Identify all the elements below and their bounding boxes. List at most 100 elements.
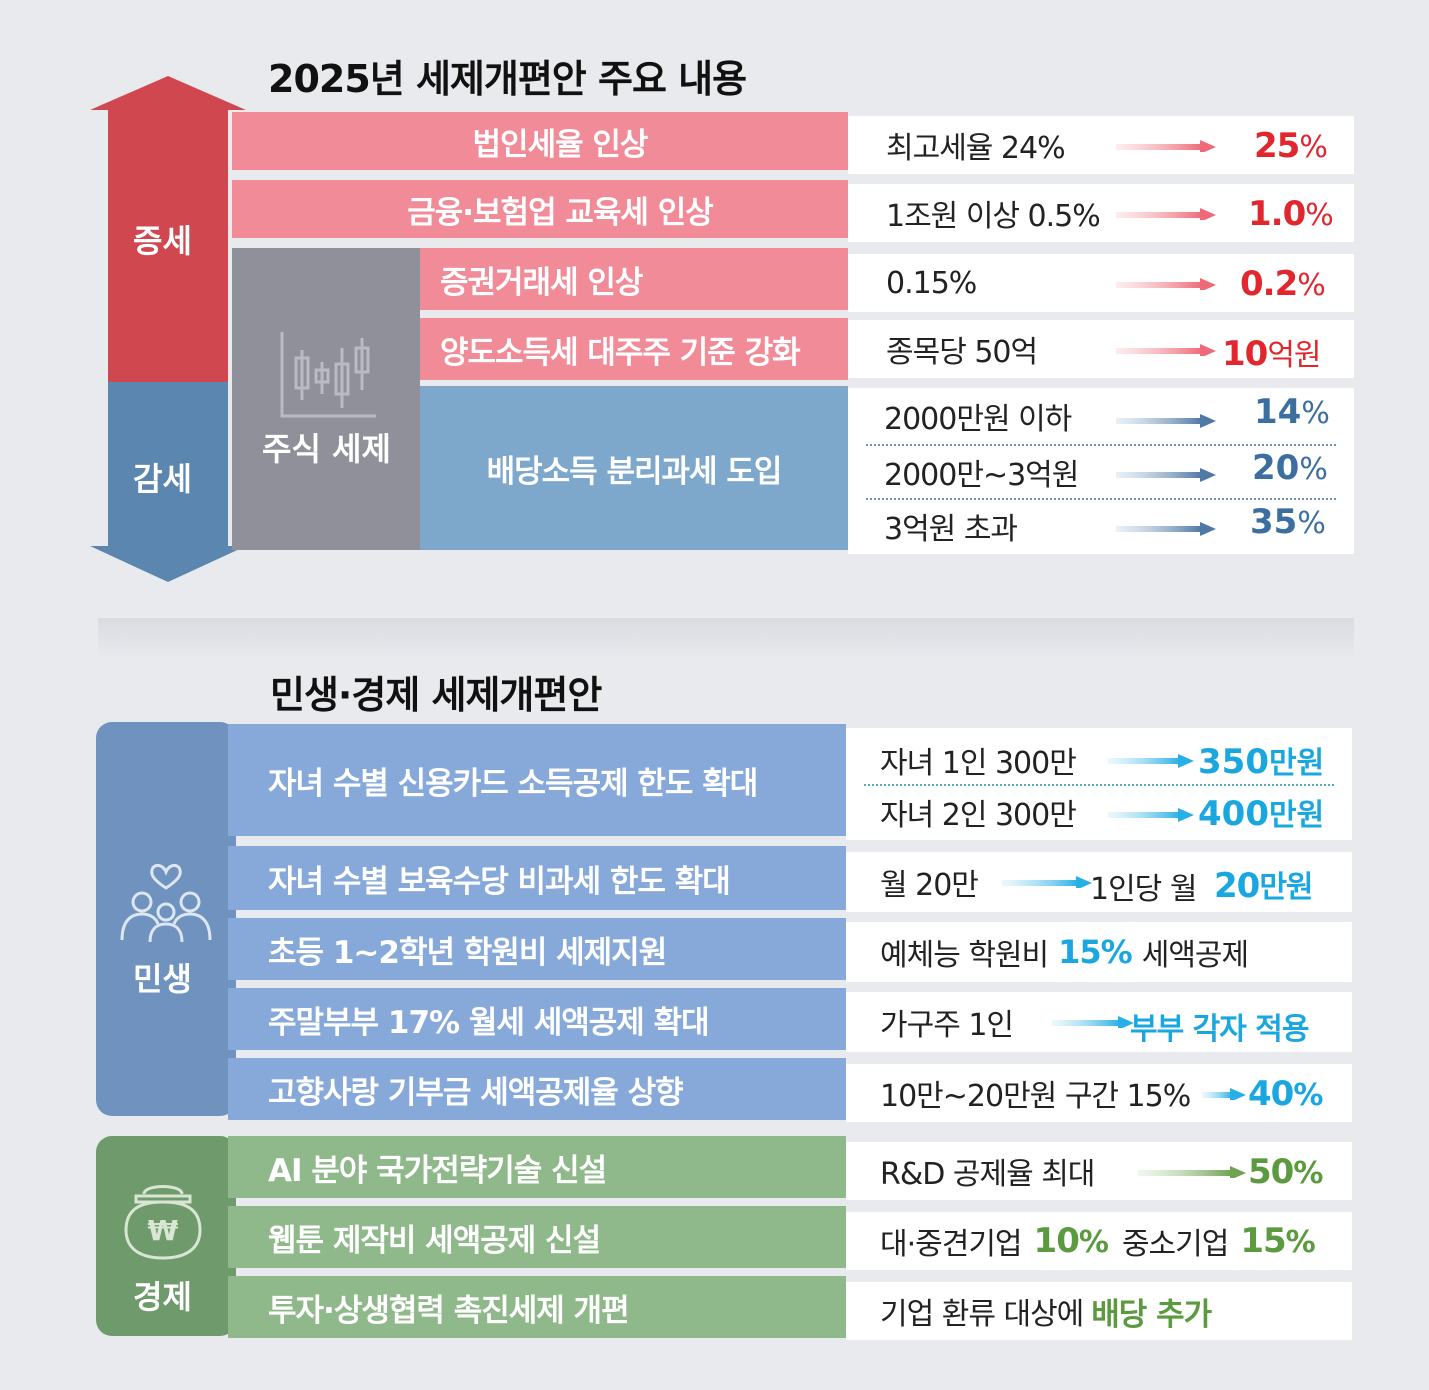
to-unit: 억원 [1267,338,1321,373]
row-weekend-couple: 주말부부 17% 월세 세액공제 확대 [228,988,846,1050]
value-capital-gains-tax: 종목당 50억 10억원 [848,320,1354,378]
row-ai-tech: AI 분야 국가전략기술 신설 [228,1136,846,1198]
livelihood-label: 민생 [133,960,192,998]
tier-3-from: 3억원 초과 [884,512,1018,547]
tier-1-to-number: 14 [1254,392,1302,432]
arrow-icon [1108,754,1194,768]
stock-tax-block [232,248,420,550]
row-dividend-tax: 배당소득 분리과세 도입 [420,386,848,550]
tier-1-to-unit: % [1301,396,1330,431]
tier-2-to-unit: % [1299,452,1328,487]
childcare-to-number: 20 [1214,866,1260,906]
row-investment: 투자·상생협력 촉진세제 개편 [228,1276,846,1338]
webtoon-a-unit: % [1078,1225,1109,1260]
candlestick-chart-icon [280,332,376,418]
webtoon-b: 중소기업 [1121,1227,1229,1262]
family-heart-icon [120,864,212,942]
webtoon-a-number: 10 [1033,1221,1080,1261]
from-value: 0.15% [886,265,977,301]
row-academy: 초등 1~2학년 학원비 세제지원 [228,918,846,980]
arrow-icon [1116,140,1216,152]
card-2-from: 자녀 2인 300만 [880,798,1077,833]
section2-title: 민생·경제 세제개편안 [270,673,602,717]
arrow-icon [1002,876,1092,888]
row-webtoon-label: 웹툰 제작비 세액공제 신설 [268,1222,601,1259]
arrow-icon [1202,1088,1246,1100]
value-weekend-couple: 가구주 1인 부부 각자 적용 [846,992,1352,1052]
to-unit: % [1299,130,1327,165]
from-value: 종목당 50억 [886,335,1038,370]
ai-to-number: 50 [1248,1152,1294,1192]
row-securities-tax: 증권거래세 인상 [420,248,848,310]
webtoon-b-unit: % [1285,1225,1316,1260]
row-academy-label: 초등 1~2학년 학원비 세제지원 [268,934,667,971]
webtoon-b-number: 15 [1240,1221,1286,1261]
economy-panel [96,1136,236,1336]
divider [866,498,1336,500]
to-number: 10 [1222,334,1268,374]
value-card-deduction: 자녀 1인 300만 350만원 자녀 2인 300만 400만원 [846,728,1352,840]
arrow-icon [1116,208,1216,220]
invest-bold: 배당 추가 [1091,1296,1212,1333]
tier-3-to-number: 35 [1250,502,1298,542]
decrease-label: 감세 [133,460,192,498]
from-value: 최고세율 24% [886,131,1066,166]
row-capital-gains-tax-label: 양도소득세 대주주 기준 강화 [440,334,801,371]
arrow-icon [1108,808,1194,822]
row-securities-tax-label: 증권거래세 인상 [440,264,643,301]
row-hometown-label: 고향사랑 기부금 세액공제율 상향 [268,1074,684,1111]
arrow-icon [1116,522,1216,536]
invest-pre: 기업 환류 대상에 [880,1297,1084,1332]
tier-2-to-number: 20 [1252,448,1300,488]
card-1-to-number: 350 [1198,742,1269,782]
childcare-from: 월 20만 [880,868,979,903]
hometown-to-number: 40 [1248,1074,1294,1114]
row-webtoon: 웹툰 제작비 세액공제 신설 [228,1206,846,1268]
tier-2-from: 2000만~3억원 [884,458,1079,493]
arrow-icon [1052,1016,1134,1028]
arrow-icon [1116,468,1216,482]
weekend-to: 부부 각자 적용 [1130,1012,1309,1047]
won-wallet-icon: ₩ [124,1185,202,1260]
row-childcare-label: 자녀 수별 보육수당 비과세 한도 확대 [268,863,731,900]
academy-post: 세액공제 [1141,938,1249,973]
weekend-from: 가구주 1인 [880,1008,1014,1043]
row-ai-tech-label: AI 분야 국가전략기술 신설 [268,1152,607,1189]
row-capital-gains-tax: 양도소득세 대주주 기준 강화 [420,318,848,380]
row-card-deduction-label: 자녀 수별 신용카드 소득공제 한도 확대 [268,765,758,802]
row-hometown: 고향사랑 기부금 세액공제율 상향 [228,1058,846,1120]
to-number: 25 [1254,126,1300,166]
to-number: 0.2 [1240,264,1298,304]
to-unit: % [1305,198,1333,233]
to-unit: % [1297,268,1325,303]
hometown-to-unit: % [1293,1078,1323,1113]
to-number: 1.0 [1248,194,1306,234]
row-dividend-tax-label: 배당소득 분리과세 도입 [486,453,783,490]
svg-text:₩: ₩ [148,1214,179,1247]
row-corporate-tax: 법인세율 인상 [232,112,848,170]
row-investment-label: 투자·상생협력 촉진세제 개편 [268,1292,630,1329]
value-securities-tax: 0.15% 0.2% [848,254,1354,312]
value-investment: 기업 환류 대상에 배당 추가 [846,1282,1352,1340]
section1-title: 2025년 세제개편안 주요 내용 [268,57,747,101]
value-academy: 예체능 학원비 15% 세액공제 [846,922,1352,982]
hometown-from: 10만~20만원 구간 15% [880,1079,1191,1114]
row-corporate-tax-label: 법인세율 인상 [472,126,649,163]
tier-3-to-unit: % [1297,506,1326,541]
ai-from: R&D 공제율 최대 [880,1157,1095,1192]
from-value: 1조원 이상 0.5% [886,199,1101,234]
row-card-deduction: 자녀 수별 신용카드 소득공제 한도 확대 [228,724,846,836]
card-2-to-unit: 만원 [1268,798,1325,833]
value-education-tax: 1조원 이상 0.5% 1.0% [848,184,1354,242]
row-education-tax-label: 금융·보험업 교육세 인상 [407,194,714,231]
economy-label: 경제 [133,1278,192,1316]
arrow-icon [1116,414,1216,428]
value-ai-tech: R&D 공제율 최대 50% [846,1142,1352,1200]
arrow-icon [1116,278,1216,290]
divider [866,444,1336,446]
card-1-to-unit: 만원 [1268,746,1325,781]
increase-label: 증세 [133,222,192,260]
value-dividend-tax: 2000만원 이하 14% 2000만~3억원 20% 3억원 초과 35% [848,388,1354,554]
arrow-icon [1138,1166,1246,1178]
value-corporate-tax: 최고세율 24% 25% [848,116,1354,174]
